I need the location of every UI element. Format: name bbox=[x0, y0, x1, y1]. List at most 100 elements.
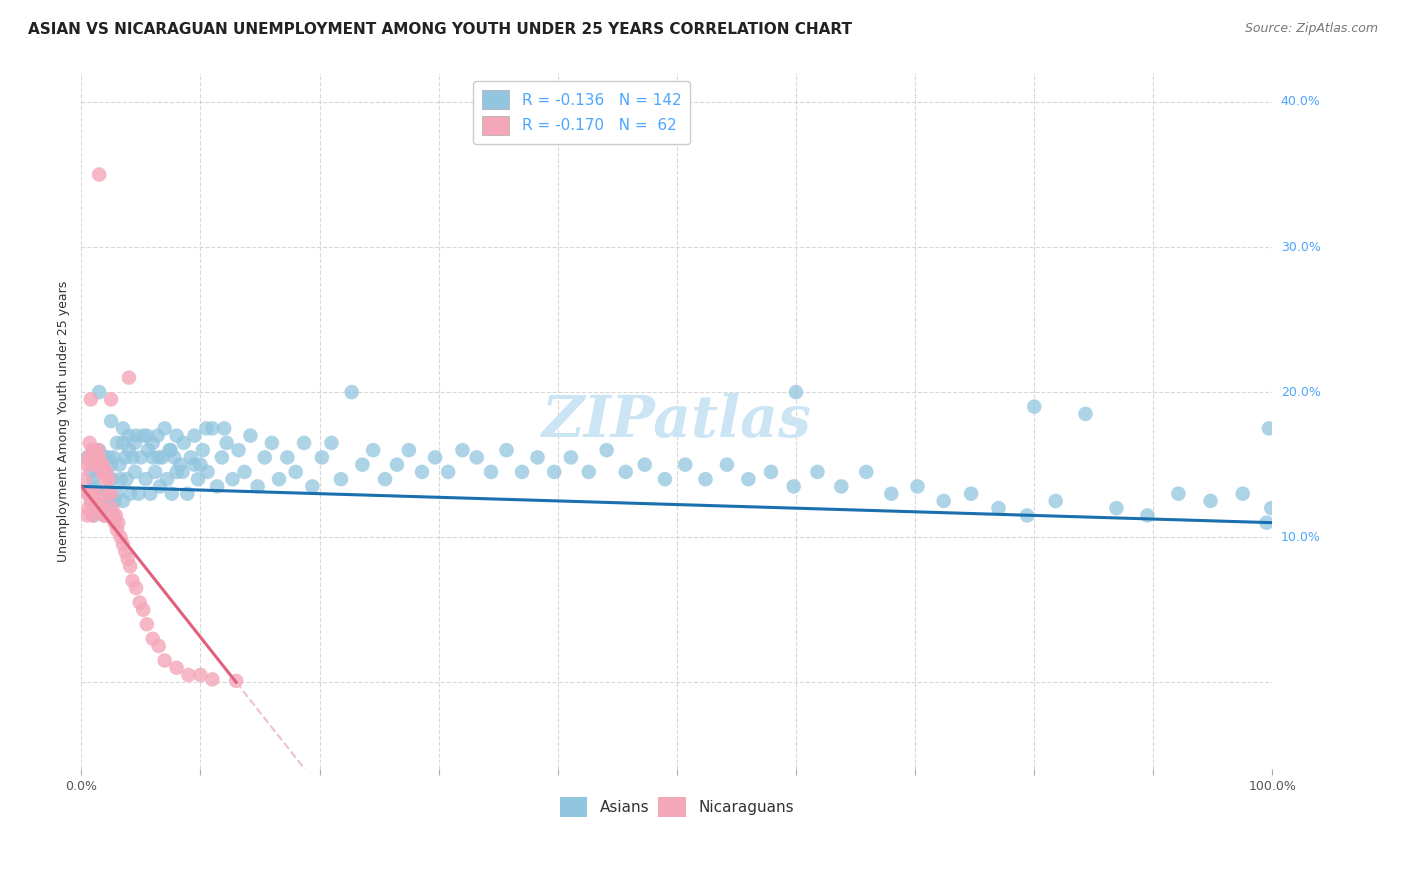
Point bbox=[211, 450, 233, 465]
Point bbox=[96, 465, 118, 479]
Point bbox=[215, 436, 238, 450]
Point bbox=[114, 545, 136, 559]
Point bbox=[82, 508, 104, 523]
Point bbox=[100, 392, 122, 407]
Point bbox=[1074, 407, 1097, 421]
Point bbox=[1260, 501, 1282, 516]
Point bbox=[104, 508, 127, 523]
Point bbox=[110, 472, 132, 486]
Point bbox=[100, 458, 122, 472]
Point bbox=[321, 436, 343, 450]
Point bbox=[83, 443, 105, 458]
Point bbox=[139, 486, 162, 500]
Point bbox=[146, 428, 169, 442]
Point bbox=[105, 523, 128, 537]
Point bbox=[880, 486, 903, 500]
Point bbox=[1258, 421, 1281, 435]
Point bbox=[114, 450, 136, 465]
Point bbox=[284, 465, 307, 479]
Point bbox=[79, 486, 101, 500]
Point bbox=[201, 421, 224, 435]
Point bbox=[1017, 508, 1039, 523]
Point bbox=[1024, 400, 1046, 414]
Point bbox=[560, 450, 582, 465]
Point bbox=[225, 673, 247, 688]
Point bbox=[91, 458, 114, 472]
Point bbox=[84, 494, 107, 508]
Point bbox=[479, 465, 502, 479]
Point bbox=[80, 443, 103, 458]
Point bbox=[121, 574, 143, 588]
Point bbox=[121, 450, 143, 465]
Point bbox=[124, 465, 146, 479]
Point bbox=[80, 458, 103, 472]
Point bbox=[86, 458, 108, 472]
Point bbox=[104, 516, 127, 530]
Point bbox=[960, 486, 983, 500]
Point bbox=[89, 458, 111, 472]
Point bbox=[80, 465, 103, 479]
Point bbox=[156, 472, 179, 486]
Point bbox=[142, 436, 165, 450]
Point bbox=[98, 508, 121, 523]
Point bbox=[100, 486, 122, 500]
Point bbox=[120, 559, 142, 574]
Point bbox=[187, 472, 209, 486]
Point bbox=[97, 450, 120, 465]
Point bbox=[89, 465, 111, 479]
Point bbox=[142, 632, 165, 646]
Text: 30.0%: 30.0% bbox=[1281, 241, 1320, 253]
Point bbox=[150, 450, 173, 465]
Point bbox=[673, 458, 696, 472]
Text: 40.0%: 40.0% bbox=[1281, 95, 1320, 109]
Point bbox=[654, 472, 676, 486]
Point bbox=[159, 443, 181, 458]
Point bbox=[361, 443, 384, 458]
Point bbox=[495, 443, 517, 458]
Point bbox=[76, 486, 98, 500]
Point bbox=[76, 508, 98, 523]
Point bbox=[87, 494, 110, 508]
Point bbox=[125, 428, 148, 442]
Point bbox=[737, 472, 759, 486]
Point bbox=[543, 465, 565, 479]
Point bbox=[166, 661, 188, 675]
Point bbox=[91, 458, 114, 472]
Point bbox=[127, 486, 149, 500]
Point bbox=[634, 458, 657, 472]
Point bbox=[108, 458, 131, 472]
Point bbox=[89, 168, 111, 182]
Point bbox=[246, 479, 269, 493]
Point bbox=[111, 421, 134, 435]
Point bbox=[191, 443, 214, 458]
Point bbox=[423, 450, 446, 465]
Point bbox=[578, 465, 600, 479]
Point bbox=[89, 501, 111, 516]
Point bbox=[105, 486, 128, 500]
Point bbox=[1256, 516, 1278, 530]
Point bbox=[374, 472, 396, 486]
Point bbox=[111, 494, 134, 508]
Point bbox=[695, 472, 717, 486]
Point bbox=[82, 486, 104, 500]
Point bbox=[1199, 494, 1222, 508]
Point bbox=[716, 458, 738, 472]
Point bbox=[96, 486, 118, 500]
Point bbox=[91, 501, 114, 516]
Point bbox=[84, 450, 107, 465]
Point bbox=[169, 458, 191, 472]
Point bbox=[180, 450, 202, 465]
Text: 10.0%: 10.0% bbox=[1281, 531, 1320, 544]
Point bbox=[82, 508, 104, 523]
Point bbox=[267, 472, 290, 486]
Y-axis label: Unemployment Among Youth under 25 years: Unemployment Among Youth under 25 years bbox=[58, 280, 70, 562]
Point bbox=[195, 421, 218, 435]
Point bbox=[94, 508, 117, 523]
Point bbox=[94, 450, 117, 465]
Point bbox=[330, 472, 353, 486]
Point bbox=[437, 465, 460, 479]
Point bbox=[233, 465, 256, 479]
Point bbox=[80, 501, 103, 516]
Point bbox=[907, 479, 929, 493]
Point bbox=[132, 428, 155, 442]
